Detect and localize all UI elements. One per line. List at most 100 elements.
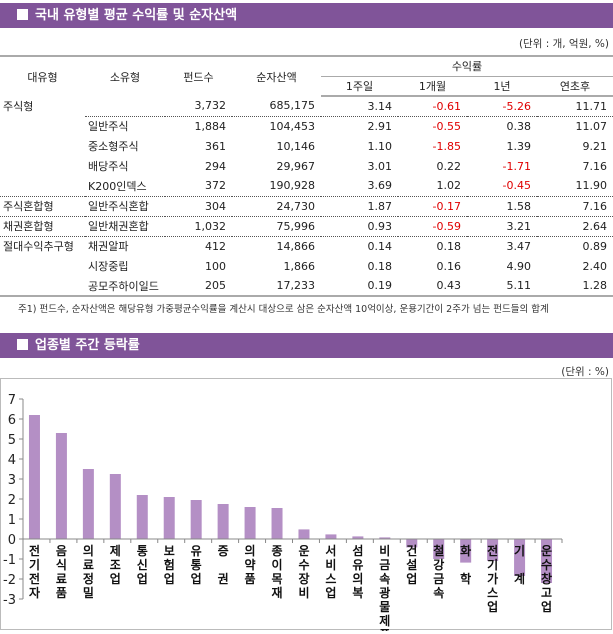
bar	[541, 539, 553, 583]
bar	[55, 433, 67, 539]
header-ytd: 연초후	[537, 76, 613, 97]
cell-w1: 0.19	[321, 276, 398, 297]
cell-minor: 채권알파	[85, 235, 165, 256]
cell-m1: 1.02	[436, 179, 462, 193]
cell-minor: 공모주하이일드	[85, 276, 165, 297]
cell-y1: 5.11	[467, 276, 537, 297]
cell-w1: 1.10	[367, 139, 393, 153]
sector-chart: 7 6 5 4 3 2 1 0 -1 -2 -3 전 기 전 자 음 식 료 품 의 료 정 밀 제 조 업 통 신 업 보 험 업 유 통 업 증 권…	[0, 378, 612, 634]
header-funds: 펀드수	[165, 55, 232, 96]
cell-ytd: 1.28	[537, 276, 613, 297]
cell-minor: 일반채권혼합	[85, 215, 165, 236]
cell-assets: 29,967	[276, 159, 316, 173]
cell-funds: 294	[205, 159, 226, 173]
cell-y1: -1.71	[502, 159, 531, 173]
bar	[190, 500, 202, 539]
cell-major: 주식혼합형	[0, 195, 85, 216]
cell-m1: 0.16	[436, 259, 462, 273]
y-tick-label: -3	[3, 593, 16, 608]
cell-m1: -0.61	[432, 99, 461, 113]
bar	[217, 504, 229, 539]
header-minor: 소유형	[85, 55, 165, 96]
y-tick-label: 6	[8, 413, 16, 428]
header-assets: 순자산액	[232, 55, 321, 96]
cell-major	[0, 256, 85, 276]
table-row: 채권혼합형 일반채권혼합 1,032 75,996 0.93 -0.59 3.21 2.64	[0, 215, 613, 236]
cell-assets: 685,175	[269, 99, 316, 113]
cell-minor: 배당주식	[88, 160, 129, 173]
header-returns: 수익률	[321, 55, 613, 77]
cell-ytd: 9.21	[582, 139, 608, 153]
cell-y1: 3.21	[467, 215, 537, 236]
cell-assets: 17,233	[232, 276, 321, 297]
cell-m1: 0.22	[436, 159, 462, 173]
cell-y1: 1.39	[506, 139, 532, 153]
cell-y1: -5.26	[502, 99, 531, 113]
bar	[136, 495, 148, 539]
bar	[298, 529, 310, 539]
y-tick-label: -2	[3, 573, 16, 588]
table-row: K200인덱스 372 190,928 3.69 1.02 -0.45 11.90	[0, 176, 613, 196]
cell-minor: 시장중립	[88, 260, 129, 273]
cell-w1: 3.69	[367, 179, 393, 193]
cell-major: 절대수익추구형	[0, 235, 85, 256]
bar	[514, 539, 526, 576]
header-major: 대유형	[0, 55, 85, 96]
square-bullet-icon	[17, 9, 28, 20]
unit-label: (단위 : 개, 억원, %)	[518, 38, 609, 50]
bar	[325, 534, 337, 539]
table-row: 일반주식 1,884 104,453 2.91 -0.55 0.38 11.07	[0, 115, 613, 136]
y-tick-label: 3	[8, 473, 16, 488]
cell-major	[0, 136, 85, 156]
cell-w1: 2.91	[321, 115, 398, 136]
cell-assets: 14,866	[232, 235, 321, 256]
y-tick-label: 0	[8, 533, 16, 548]
cell-funds: 412	[165, 235, 232, 256]
y-tick-label: -1	[3, 553, 16, 568]
cell-funds: 3,732	[194, 99, 227, 113]
fund-returns-table: 대유형 소유형 펀드수 순자산액 수익률 1주일 1개월 1년 연초후 주식형 3,732 685…	[0, 55, 613, 297]
cell-funds: 1,884	[165, 115, 232, 136]
y-tick-label: 1	[8, 513, 16, 528]
cell-ytd: 2.64	[537, 215, 613, 236]
bar	[487, 539, 499, 561]
section-title-sector-weekly: 업종별 주간 등락률	[0, 333, 613, 358]
y-tick-label: 2	[8, 493, 16, 508]
cell-minor: 중소형주식	[88, 140, 139, 153]
table-row: 중소형주식 361 10,146 1.10 -1.85 1.39 9.21	[0, 136, 613, 156]
header-1w: 1주일	[321, 76, 398, 97]
section-title-fund-returns: 국내 유형별 평균 수익률 및 순자산액	[0, 3, 613, 28]
cell-funds: 361	[205, 139, 226, 153]
cell-y1: 4.90	[506, 259, 532, 273]
cell-m1: 0.43	[398, 276, 467, 297]
bar	[82, 469, 94, 539]
square-bullet-icon	[17, 339, 28, 350]
cell-ytd: 7.16	[582, 159, 608, 173]
cell-ytd: 0.89	[537, 235, 613, 256]
cell-major	[0, 276, 85, 297]
y-tick-label: 5	[8, 433, 16, 448]
footnote: 주1) 펀드수, 순자산액은 해당유형 가중평균수익률을 계산시 대상으로 삼은…	[18, 304, 549, 315]
cell-major	[0, 156, 85, 176]
cell-assets: 190,928	[269, 179, 316, 193]
cell-w1: 0.18	[367, 259, 393, 273]
cell-ytd: 2.40	[582, 259, 608, 273]
cell-assets: 24,730	[232, 195, 321, 216]
cell-assets: 1,866	[283, 259, 316, 273]
table-row: 주식혼합형 일반주식혼합 304 24,730 1.87 -0.17 1.58 7.16	[0, 195, 613, 216]
cell-funds: 1,032	[165, 215, 232, 236]
bar	[28, 415, 40, 539]
cell-ytd: 11.71	[575, 99, 608, 113]
bar	[163, 497, 175, 539]
